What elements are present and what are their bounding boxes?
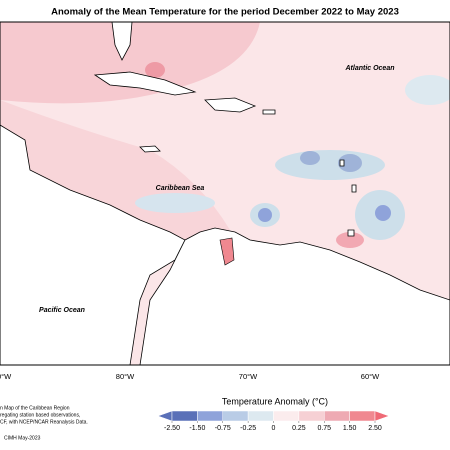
map: Atlantic Ocean Caribbean Sea Pacific Oce…: [0, 21, 450, 381]
puerto-rico: [262, 109, 276, 115]
footnote: n Map of the Caribbean Region: [0, 405, 70, 411]
title: Anomaly of the Mean Temperature for the …: [51, 7, 399, 18]
colorbar-tick-label: -1.50: [189, 425, 205, 432]
map-frame: [0, 21, 450, 366]
ocean-label: Pacific Ocean: [39, 307, 85, 314]
colorbar-tick-label: 0: [272, 425, 276, 432]
longitude-label: 90°W: [0, 372, 12, 381]
colorbar-tick-label: 2.50: [368, 425, 382, 432]
colorbar-segment: [197, 410, 223, 422]
colorbar-title: Temperature Anomaly (°C): [222, 396, 328, 406]
colorbar: -2.50 -1.50 -0.75 -0.25 0 0.25 0.75 1.50 2.50: [157, 410, 390, 432]
anomaly-area: [135, 193, 215, 213]
colorbar-tick-label: -2.50: [164, 425, 180, 432]
anomaly-area: [300, 151, 320, 165]
hispaniola: [204, 97, 257, 113]
jamaica: [139, 145, 161, 153]
colorbar-segment: [222, 410, 249, 422]
lesser-antilles: [339, 159, 357, 237]
colorbar-tick-label: 0.25: [292, 425, 306, 432]
colorbar-segment: [273, 410, 300, 422]
colorbar-tick-label: 1.50: [343, 425, 357, 432]
anomaly-area: [338, 154, 362, 172]
longitude-label: 70°W: [239, 372, 258, 381]
anomaly-area: [219, 237, 235, 266]
anomaly-area: [336, 232, 364, 248]
south-america: [139, 227, 450, 366]
footnote: CIMH May-2023: [4, 435, 41, 441]
footnote: CF, with NCEP/NCAR Reanalysis Data.: [0, 419, 88, 425]
colorbar-segment: [171, 410, 198, 422]
footnote: regating station based observations,: [0, 412, 80, 418]
colorbar-segment: [349, 410, 376, 422]
longitude-label: 60°W: [361, 372, 380, 381]
colorbar-tick-label: 0.75: [317, 425, 331, 432]
colorbar-segment: [324, 410, 350, 422]
colorbar-tick-label: -0.25: [240, 425, 256, 432]
colorbar-segment: [247, 410, 274, 422]
cuba: [93, 71, 197, 96]
colorbar-arrow: [374, 410, 390, 422]
colorbar-segment: [298, 410, 325, 422]
anomaly-area: [145, 62, 165, 78]
anomaly-area: [0, 22, 260, 104]
longitude-label: 80°W: [116, 372, 135, 381]
anomaly-area: [405, 75, 450, 105]
anomaly-area: [375, 205, 391, 221]
anomaly-area: [258, 208, 272, 222]
anomaly-area: [275, 150, 385, 180]
colorbar-tick-label: -0.75: [215, 425, 231, 432]
ocean-label: Atlantic Ocean: [344, 65, 394, 72]
colorbar-arrow: [157, 410, 173, 422]
central-america: [0, 124, 186, 366]
sea-label: Caribbean Sea: [156, 185, 205, 192]
